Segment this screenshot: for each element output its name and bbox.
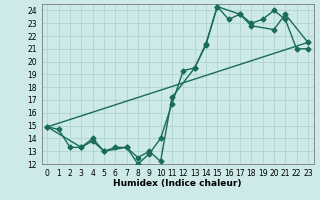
X-axis label: Humidex (Indice chaleur): Humidex (Indice chaleur) <box>113 179 242 188</box>
